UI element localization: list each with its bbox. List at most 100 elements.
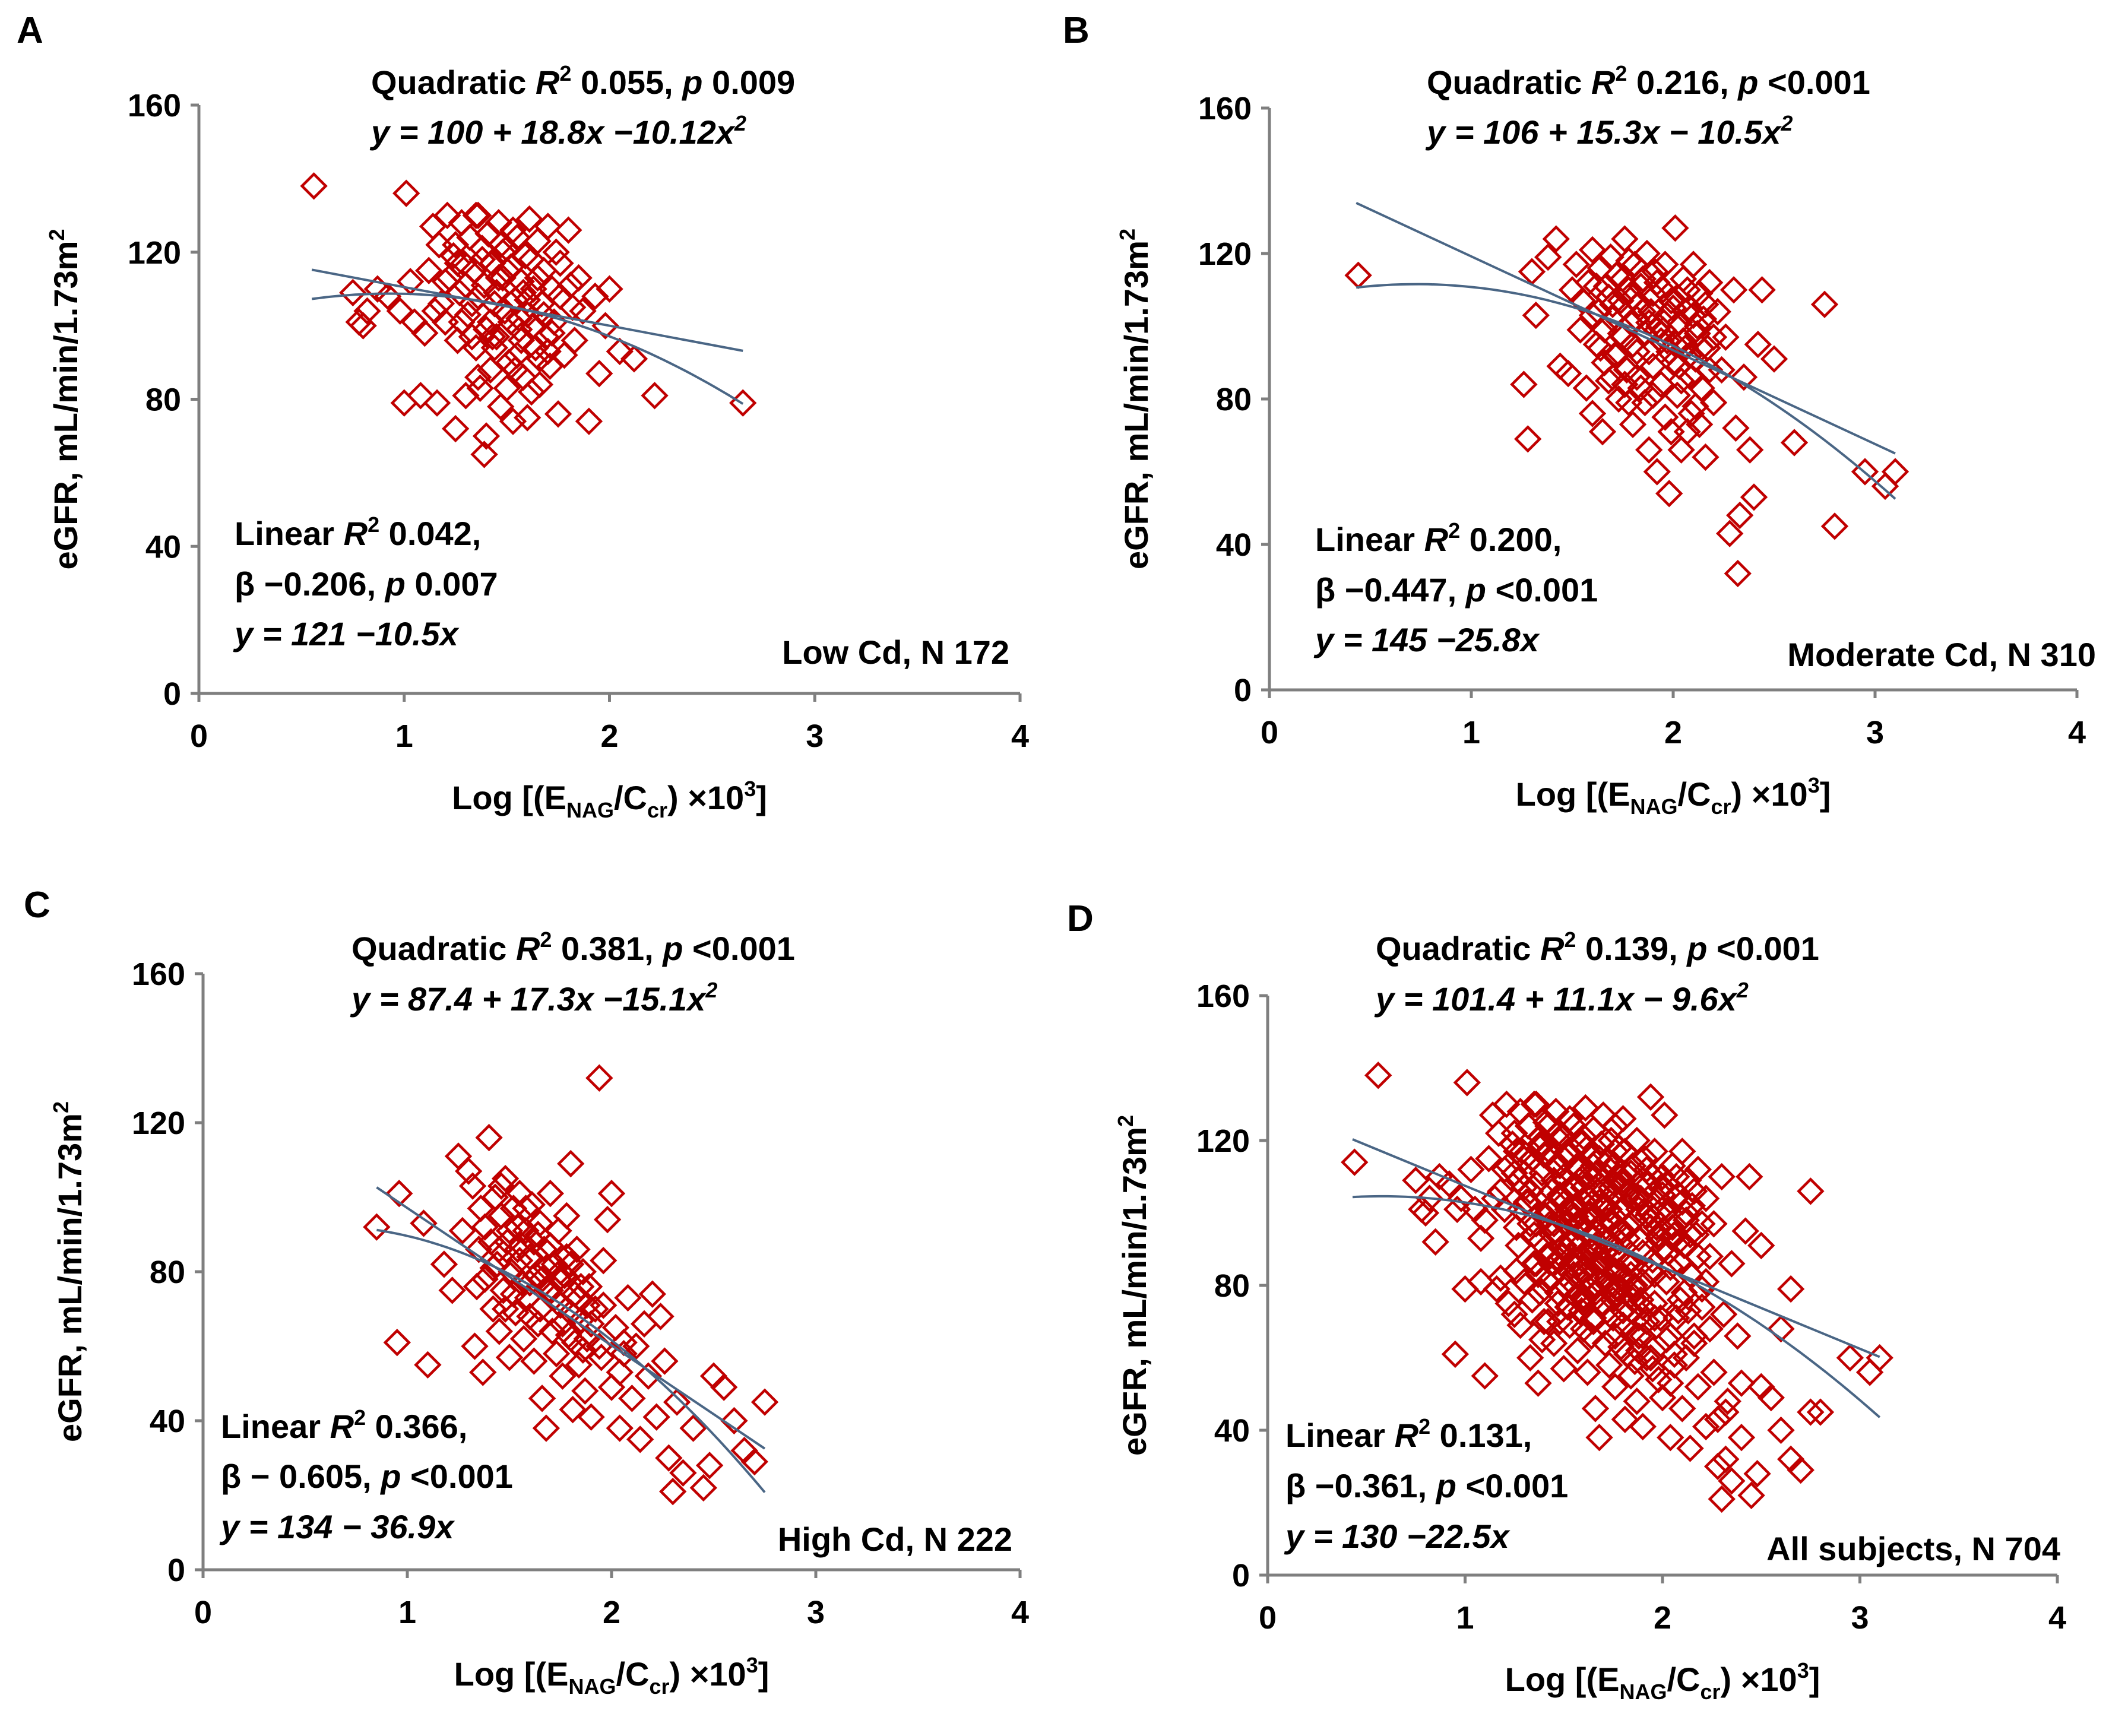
y-tick-label: 80: [1214, 1268, 1250, 1304]
data-point: [476, 356, 505, 384]
data-point: [1677, 400, 1705, 427]
data-point: [363, 1213, 391, 1241]
quadratic-stats: Quadratic R2 0.216, p <0.001: [1427, 61, 1870, 101]
data-point: [503, 341, 531, 369]
data-point: [512, 1195, 540, 1222]
x-tick-label: 0: [1259, 1600, 1277, 1636]
data-point: [516, 1303, 544, 1330]
data-point: [1692, 290, 1720, 318]
data-point: [710, 1373, 738, 1401]
data-point: [1546, 352, 1574, 381]
data-point: [1563, 1336, 1592, 1364]
data-point: [1566, 316, 1594, 344]
data-point: [1589, 1290, 1617, 1317]
data-point: [651, 1347, 679, 1375]
data-point: [1664, 1297, 1692, 1325]
data-point: [1744, 330, 1772, 359]
data-point: [1500, 1300, 1528, 1328]
data-point: [1676, 1260, 1704, 1288]
data-point: [1615, 247, 1643, 275]
data-point: [1676, 1434, 1704, 1462]
x-axis-title: Log [(ENAG/Ccr) ×103]: [452, 777, 767, 822]
data-point: [1534, 1112, 1562, 1140]
y-tick-label: 0: [163, 676, 181, 712]
data-point: [1493, 1090, 1521, 1119]
data-point: [1810, 290, 1839, 318]
data-point: [1621, 1347, 1649, 1376]
data-point: [1540, 1329, 1568, 1357]
data-point: [442, 414, 470, 443]
data-point: [1627, 272, 1655, 300]
data-point: [1661, 330, 1689, 359]
data-point: [1500, 1119, 1528, 1147]
data-point: [622, 1332, 650, 1360]
data-point: [1806, 1398, 1835, 1426]
y-axis-title: eGFR, mL/min/1.73m2: [1115, 229, 1155, 569]
data-point: [1546, 1126, 1574, 1155]
data-point: [466, 374, 494, 403]
data-point: [571, 1377, 599, 1405]
data-point: [1718, 1467, 1746, 1495]
data-point: [1556, 1105, 1584, 1133]
data-point: [390, 389, 418, 417]
data-point: [1648, 1195, 1677, 1224]
linear-fit-line: [311, 268, 743, 352]
data-point: [659, 1478, 687, 1506]
data-point: [553, 1202, 581, 1230]
data-point: [557, 1250, 585, 1278]
data-point: [464, 363, 492, 391]
data-point: [1666, 1286, 1695, 1314]
data-point: [407, 382, 435, 410]
data-point: [514, 404, 542, 432]
data-point: [1696, 1315, 1724, 1343]
data-point: [539, 1317, 566, 1345]
data-point: [1609, 1105, 1637, 1133]
data-point: [1684, 1155, 1712, 1183]
data-point: [1453, 1069, 1481, 1097]
data-point: [1663, 381, 1691, 410]
data-point: [1633, 239, 1661, 268]
x-tick-label: 4: [2068, 715, 2086, 750]
data-point: [484, 264, 512, 292]
data-point: [1714, 1387, 1741, 1415]
data-point: [1609, 1166, 1637, 1195]
data-point: [1593, 1297, 1622, 1325]
data-point: [1683, 312, 1711, 340]
data-point: [740, 1447, 768, 1476]
linear-stats: Linear R2 0.366,: [221, 1405, 467, 1445]
data-point: [1608, 265, 1637, 293]
data-point: [1661, 214, 1689, 242]
data-point: [493, 374, 521, 403]
data-point: [606, 1358, 634, 1386]
x-tick-label: 3: [1851, 1600, 1869, 1636]
data-point: [487, 392, 515, 421]
data-point: [1447, 1184, 1475, 1212]
data-point: [1582, 272, 1610, 300]
data-point: [485, 1317, 513, 1345]
quadratic-equation: y = 100 + 18.8x −10.12x2: [369, 111, 746, 151]
quadratic-fit-line: [376, 1228, 766, 1493]
data-point: [1598, 290, 1627, 318]
linear-equation: y = 121 −10.5x: [233, 615, 460, 652]
data-point: [385, 1180, 413, 1208]
data-point: [444, 249, 471, 277]
data-point: [1712, 1445, 1740, 1473]
data-point: [546, 249, 574, 277]
data-point: [1550, 1355, 1578, 1383]
data-point: [1720, 276, 1748, 304]
data-point: [421, 297, 449, 325]
data-point: [479, 1295, 507, 1323]
data-point: [448, 308, 476, 336]
data-point: [1641, 1290, 1668, 1317]
data-point: [634, 1362, 663, 1390]
data-point: [1700, 1358, 1728, 1386]
data-point: [506, 1246, 534, 1275]
data-point: [1586, 334, 1614, 362]
data-point: [1680, 1322, 1708, 1350]
data-point: [423, 389, 451, 417]
data-point: [1402, 1166, 1430, 1195]
data-point: [618, 1385, 646, 1412]
linear-fit-line: [1356, 202, 1896, 455]
data-point: [520, 312, 547, 340]
x-tick-label: 2: [1654, 1600, 1671, 1636]
